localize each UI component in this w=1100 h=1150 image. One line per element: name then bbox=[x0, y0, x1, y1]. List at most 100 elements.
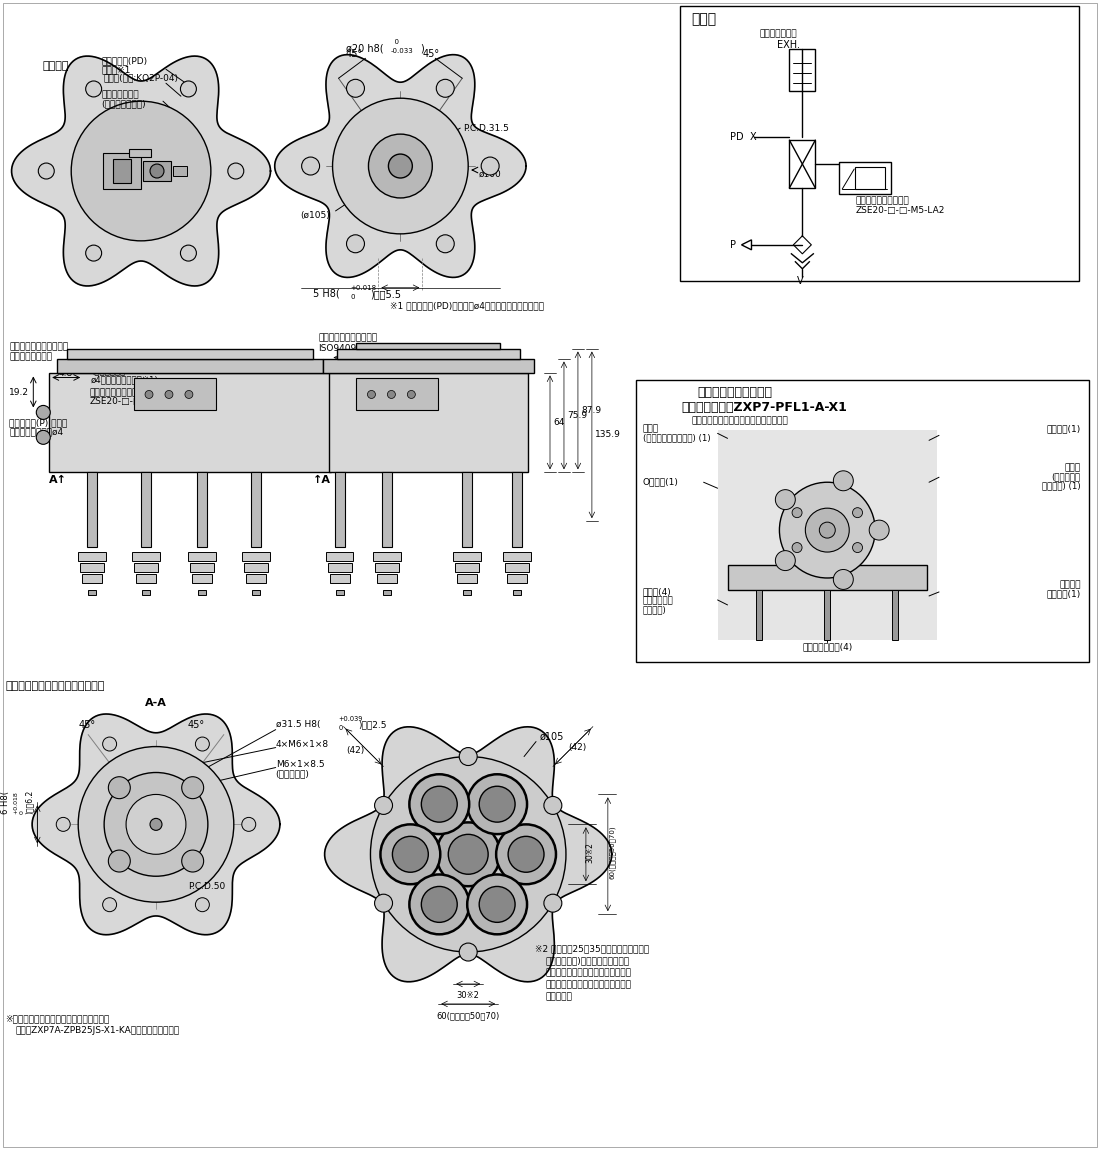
Text: パッド取付用フランジなしの場合: パッド取付用フランジなしの場合 bbox=[6, 681, 104, 691]
Circle shape bbox=[332, 98, 469, 233]
Circle shape bbox=[468, 774, 527, 834]
Circle shape bbox=[480, 787, 515, 822]
Bar bbox=[717, 430, 937, 639]
Text: M6×1×8.5: M6×1×8.5 bbox=[276, 760, 324, 769]
Bar bbox=[143, 161, 170, 181]
Bar bbox=[322, 359, 534, 373]
Circle shape bbox=[508, 836, 544, 872]
Circle shape bbox=[104, 773, 208, 876]
Bar bbox=[462, 473, 472, 547]
Circle shape bbox=[805, 508, 849, 552]
Text: ↑A: ↑A bbox=[312, 475, 331, 485]
Bar bbox=[824, 590, 830, 639]
Text: X: X bbox=[749, 132, 756, 143]
Circle shape bbox=[196, 737, 209, 751]
Text: +0.039: +0.039 bbox=[339, 715, 363, 722]
Bar bbox=[67, 348, 312, 359]
Bar bbox=[330, 574, 350, 583]
Circle shape bbox=[459, 748, 477, 766]
Text: ø31.5 H8(: ø31.5 H8( bbox=[276, 720, 320, 729]
Text: 19.2: 19.2 bbox=[10, 388, 30, 397]
Circle shape bbox=[72, 101, 211, 240]
Bar bbox=[383, 473, 393, 547]
Circle shape bbox=[481, 158, 499, 175]
Bar bbox=[50, 373, 331, 473]
Circle shape bbox=[102, 737, 117, 751]
Circle shape bbox=[371, 757, 566, 952]
Bar bbox=[82, 574, 102, 583]
Text: パッド同士が干渉しますので、ご使: パッド同士が干渉しますので、ご使 bbox=[544, 968, 631, 978]
Text: ※1 破壊圧供給(PD)ポートにø4チューブを接続した場合: ※1 破壊圧供給(PD)ポートにø4チューブを接続した場合 bbox=[390, 301, 544, 310]
Text: 回路図: 回路図 bbox=[692, 13, 717, 26]
Circle shape bbox=[180, 245, 197, 261]
Text: 内部詳細: 内部詳細 bbox=[43, 61, 69, 71]
Text: サイレンサ排気: サイレンサ排気 bbox=[759, 29, 797, 38]
Circle shape bbox=[185, 391, 192, 398]
Text: 願います。: 願います。 bbox=[544, 992, 572, 1002]
Bar bbox=[329, 373, 528, 473]
Text: 64: 64 bbox=[553, 417, 564, 427]
Bar bbox=[453, 552, 481, 561]
Text: （アダプタ付: （アダプタ付 bbox=[642, 597, 673, 605]
Text: ロボット取付用フランジ: ロボット取付用フランジ bbox=[319, 334, 377, 342]
Bar bbox=[356, 378, 438, 411]
Text: ケーブル取出し口: ケーブル取出し口 bbox=[10, 352, 53, 361]
Circle shape bbox=[346, 235, 364, 253]
Text: デジタル圧力スイッチ: デジタル圧力スイッチ bbox=[89, 388, 143, 397]
Circle shape bbox=[39, 163, 54, 179]
Circle shape bbox=[86, 81, 101, 97]
Bar bbox=[336, 590, 343, 595]
Circle shape bbox=[459, 943, 477, 961]
Text: 87.9: 87.9 bbox=[581, 406, 601, 415]
Text: 45°: 45° bbox=[188, 720, 205, 729]
Bar bbox=[129, 150, 151, 158]
Bar bbox=[173, 166, 187, 176]
Bar bbox=[373, 552, 402, 561]
Text: ポート※1: ポート※1 bbox=[101, 66, 131, 75]
Bar bbox=[680, 7, 1079, 281]
Bar bbox=[727, 565, 927, 590]
Bar bbox=[328, 564, 352, 572]
Bar bbox=[892, 590, 898, 639]
Circle shape bbox=[449, 835, 488, 874]
Text: V: V bbox=[798, 276, 804, 285]
Text: 135.9: 135.9 bbox=[595, 430, 620, 439]
Circle shape bbox=[421, 787, 458, 822]
Circle shape bbox=[108, 776, 130, 798]
Bar bbox=[88, 590, 96, 595]
Circle shape bbox=[375, 895, 393, 912]
Bar bbox=[503, 552, 531, 561]
Polygon shape bbox=[324, 727, 612, 982]
Text: 用ピッチに合わせたパッド径を選定: 用ピッチに合わせたパッド径を選定 bbox=[544, 981, 631, 989]
Bar bbox=[855, 167, 886, 189]
Bar bbox=[513, 473, 522, 547]
Text: ø4チューブ取出し口※1): ø4チューブ取出し口※1) bbox=[91, 375, 158, 384]
Text: ): ) bbox=[420, 44, 425, 53]
Text: (42): (42) bbox=[568, 743, 586, 752]
Text: 0: 0 bbox=[20, 811, 25, 814]
Text: 75.9: 75.9 bbox=[566, 411, 587, 420]
Text: P: P bbox=[729, 240, 736, 250]
Circle shape bbox=[165, 391, 173, 398]
Polygon shape bbox=[32, 714, 279, 935]
Bar bbox=[384, 590, 392, 595]
Text: パッド取付用フランジ: パッド取付用フランジ bbox=[697, 386, 772, 399]
Bar bbox=[132, 552, 160, 561]
Bar bbox=[513, 590, 521, 595]
Bar bbox=[103, 153, 141, 189]
Circle shape bbox=[437, 822, 501, 887]
Circle shape bbox=[543, 895, 562, 912]
Text: パッド用): パッド用) bbox=[642, 605, 667, 614]
Text: (ø105): (ø105) bbox=[300, 212, 330, 221]
Circle shape bbox=[776, 551, 795, 570]
Text: 4.8: 4.8 bbox=[58, 369, 73, 378]
Circle shape bbox=[852, 543, 862, 552]
Text: 破壊圧供給(PD): 破壊圧供給(PD) bbox=[101, 56, 147, 66]
Circle shape bbox=[388, 154, 412, 178]
Circle shape bbox=[182, 776, 204, 798]
Circle shape bbox=[409, 774, 470, 834]
Text: 5 H8(: 5 H8( bbox=[312, 289, 340, 299]
Circle shape bbox=[780, 482, 876, 578]
Bar bbox=[252, 590, 260, 595]
Text: 5: 5 bbox=[486, 358, 491, 367]
